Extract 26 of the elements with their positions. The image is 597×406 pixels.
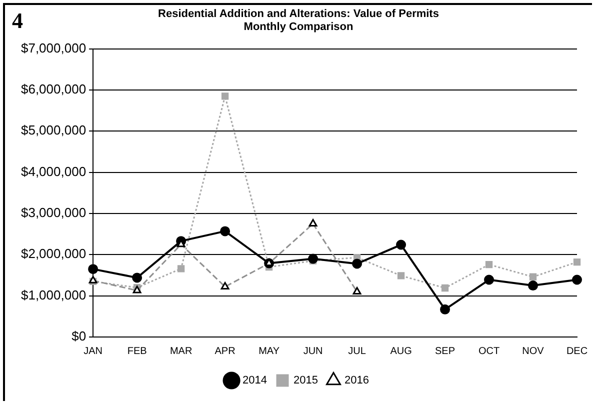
y-tick-label: $4,000,000 xyxy=(20,164,86,179)
x-tick-label: JAN xyxy=(84,346,103,357)
text: 4 xyxy=(12,8,23,34)
x-tick-label: OCT xyxy=(478,346,500,357)
chart-subtitle: Monthly Comparison xyxy=(244,21,354,33)
legend-label: 2014 xyxy=(242,374,268,387)
y-tick-label: $7,000,000 xyxy=(20,40,86,56)
x-tick-label: AUG xyxy=(390,346,412,357)
y-tick-label: $6,000,000 xyxy=(20,82,86,97)
y-tick-label: $3,000,000 xyxy=(20,205,86,220)
x-tick-label: DEC xyxy=(566,346,588,357)
y-tick-label: $1,000,000 xyxy=(20,287,86,302)
x-tick-label: FEB xyxy=(127,346,148,357)
y-tick-label: $5,000,000 xyxy=(20,122,86,138)
x-tick-label: MAR xyxy=(170,346,192,357)
x-tick-label: JUN xyxy=(303,346,323,357)
x-tick-label: APR xyxy=(214,346,236,357)
y-tick-label: $0 xyxy=(72,328,86,344)
x-tick-label: SEP xyxy=(435,346,456,357)
chart-title: Residential Addition and Alterations: Value of Permits xyxy=(158,8,439,20)
legend-label: 2016 xyxy=(344,374,369,387)
x-tick-label: MAY xyxy=(258,346,280,357)
x-tick-label: JUL xyxy=(348,346,366,357)
y-tick-label: $2,000,000 xyxy=(20,246,86,262)
x-tick-label: NOV xyxy=(522,346,544,357)
legend-label: 2015 xyxy=(294,374,318,387)
